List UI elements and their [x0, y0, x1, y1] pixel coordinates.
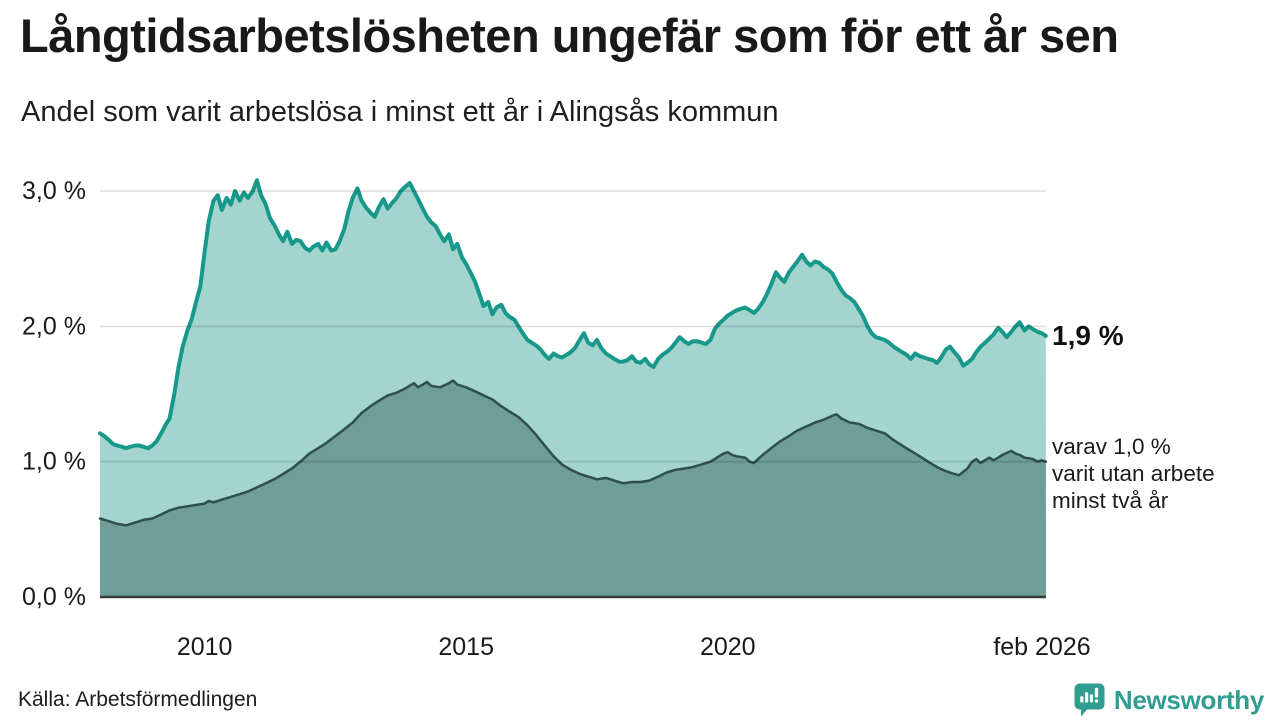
y-axis-label-1: 1,0 % [22, 448, 86, 476]
area-chart: 0,0 % 1,0 % 2,0 % 3,0 % 2010 2015 2020 feb 2026 [22, 177, 1091, 661]
x-axis-label-feb-2026: feb 2026 [993, 633, 1090, 661]
newsworthy-bubble-chart-icon [1074, 683, 1105, 717]
y-axis-label-3: 3,0 % [22, 177, 86, 205]
line-series-0 [98, 178, 1048, 451]
chart-subtitle: Andel som varit arbetslösa i minst ett å… [21, 96, 779, 128]
secondary-annotation-line: minst två år [1052, 488, 1169, 513]
x-axis-label-2020: 2020 [700, 633, 756, 661]
newsworthy-logo[interactable]: Newsworthy [1074, 683, 1264, 717]
area-fill-series-1 [100, 380, 1046, 597]
latest-value-label: 1,9 % [1052, 320, 1124, 351]
y-axis-label-2: 2,0 % [22, 312, 86, 340]
y-axis-label-0: 0,0 % [22, 583, 86, 611]
secondary-annotation: varav 1,0 % varit utan arbete minst två … [1052, 433, 1215, 514]
page-title: Långtidsarbetslösheten ungefär som för e… [20, 9, 1119, 62]
line-series-1 [98, 379, 1048, 527]
newsworthy-wordmark: Newsworthy [1113, 684, 1264, 715]
x-axis-label-2010: 2010 [177, 633, 233, 661]
secondary-annotation-line: varit utan arbete [1052, 461, 1215, 486]
x-axis-label-2015: 2015 [438, 633, 494, 661]
source-credit: Källa: Arbetsförmedlingen [18, 688, 258, 711]
secondary-annotation-line: varav 1,0 % [1052, 434, 1171, 459]
